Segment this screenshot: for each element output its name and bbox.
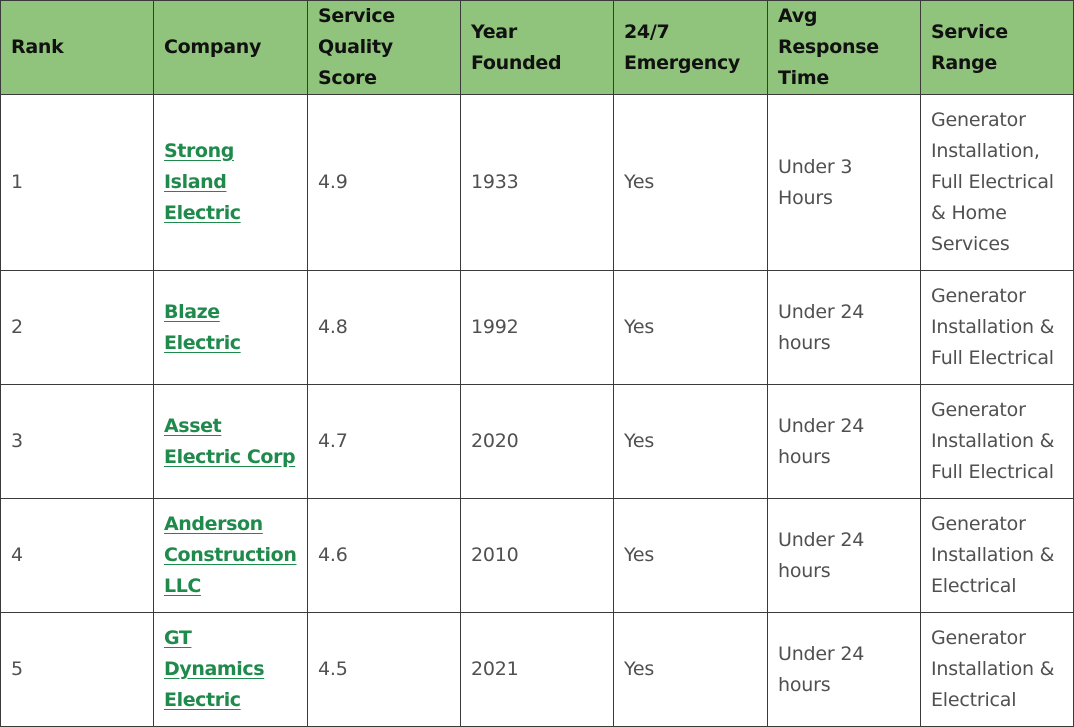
emergency-cell: Yes: [613, 270, 768, 385]
company-cell: GT Dynamics Electric: [153, 612, 308, 727]
company-cell: Strong Island Electric: [153, 94, 308, 271]
response-cell: Under 24 hours: [767, 498, 921, 613]
table-row: 5 GT Dynamics Electric 4.5 2021 Yes Unde…: [0, 612, 1074, 727]
score-cell: 4.8: [307, 270, 461, 385]
rank-cell: 5: [0, 612, 154, 727]
table-row: 4 Anderson Construction LLC 4.6 2010 Yes…: [0, 498, 1074, 613]
header-emergency: 24/7 Emergency: [613, 0, 768, 95]
company-cell: Asset Electric Corp: [153, 384, 308, 499]
rank-cell: 2: [0, 270, 154, 385]
year-cell: 2020: [460, 384, 614, 499]
range-cell: Generator Installation & Electrical: [920, 612, 1074, 727]
header-range: Service Range: [920, 0, 1074, 95]
header-response: Avg Response Time: [767, 0, 921, 95]
response-cell: Under 24 hours: [767, 612, 921, 727]
year-cell: 2010: [460, 498, 614, 613]
score-cell: 4.9: [307, 94, 461, 271]
emergency-cell: Yes: [613, 384, 768, 499]
score-cell: 4.5: [307, 612, 461, 727]
rank-cell: 1: [0, 94, 154, 271]
table-row: 3 Asset Electric Corp 4.7 2020 Yes Under…: [0, 384, 1074, 499]
emergency-cell: Yes: [613, 94, 768, 271]
company-link[interactable]: Asset Electric Corp: [164, 414, 296, 468]
response-cell: Under 24 hours: [767, 384, 921, 499]
score-cell: 4.7: [307, 384, 461, 499]
company-link[interactable]: GT Dynamics Electric: [164, 627, 265, 711]
header-score: Service Quality Score: [307, 0, 461, 95]
year-cell: 2021: [460, 612, 614, 727]
range-cell: Generator Installation, Full Electrical …: [920, 94, 1074, 271]
year-cell: 1933: [460, 94, 614, 271]
range-cell: Generator Installation & Full Electrical: [920, 384, 1074, 499]
response-cell: Under 3 Hours: [767, 94, 921, 271]
company-link[interactable]: Blaze Electric: [164, 300, 241, 354]
emergency-cell: Yes: [613, 498, 768, 613]
score-cell: 4.6: [307, 498, 461, 613]
range-cell: Generator Installation & Full Electrical: [920, 270, 1074, 385]
company-link[interactable]: Anderson Construction LLC: [164, 513, 297, 597]
table-row: 1 Strong Island Electric 4.9 1933 Yes Un…: [0, 94, 1074, 271]
response-cell: Under 24 hours: [767, 270, 921, 385]
header-company: Company: [153, 0, 308, 95]
header-year: Year Founded: [460, 0, 614, 95]
table-row: 2 Blaze Electric 4.8 1992 Yes Under 24 h…: [0, 270, 1074, 385]
rank-cell: 3: [0, 384, 154, 499]
header-rank: Rank: [0, 0, 154, 95]
company-link[interactable]: Strong Island Electric: [164, 140, 241, 224]
rank-cell: 4: [0, 498, 154, 613]
range-cell: Generator Installation & Electrical: [920, 498, 1074, 613]
company-cell: Anderson Construction LLC: [153, 498, 308, 613]
year-cell: 1992: [460, 270, 614, 385]
header-row: Rank Company Service Quality Score Year …: [0, 0, 1074, 95]
emergency-cell: Yes: [613, 612, 768, 727]
company-cell: Blaze Electric: [153, 270, 308, 385]
